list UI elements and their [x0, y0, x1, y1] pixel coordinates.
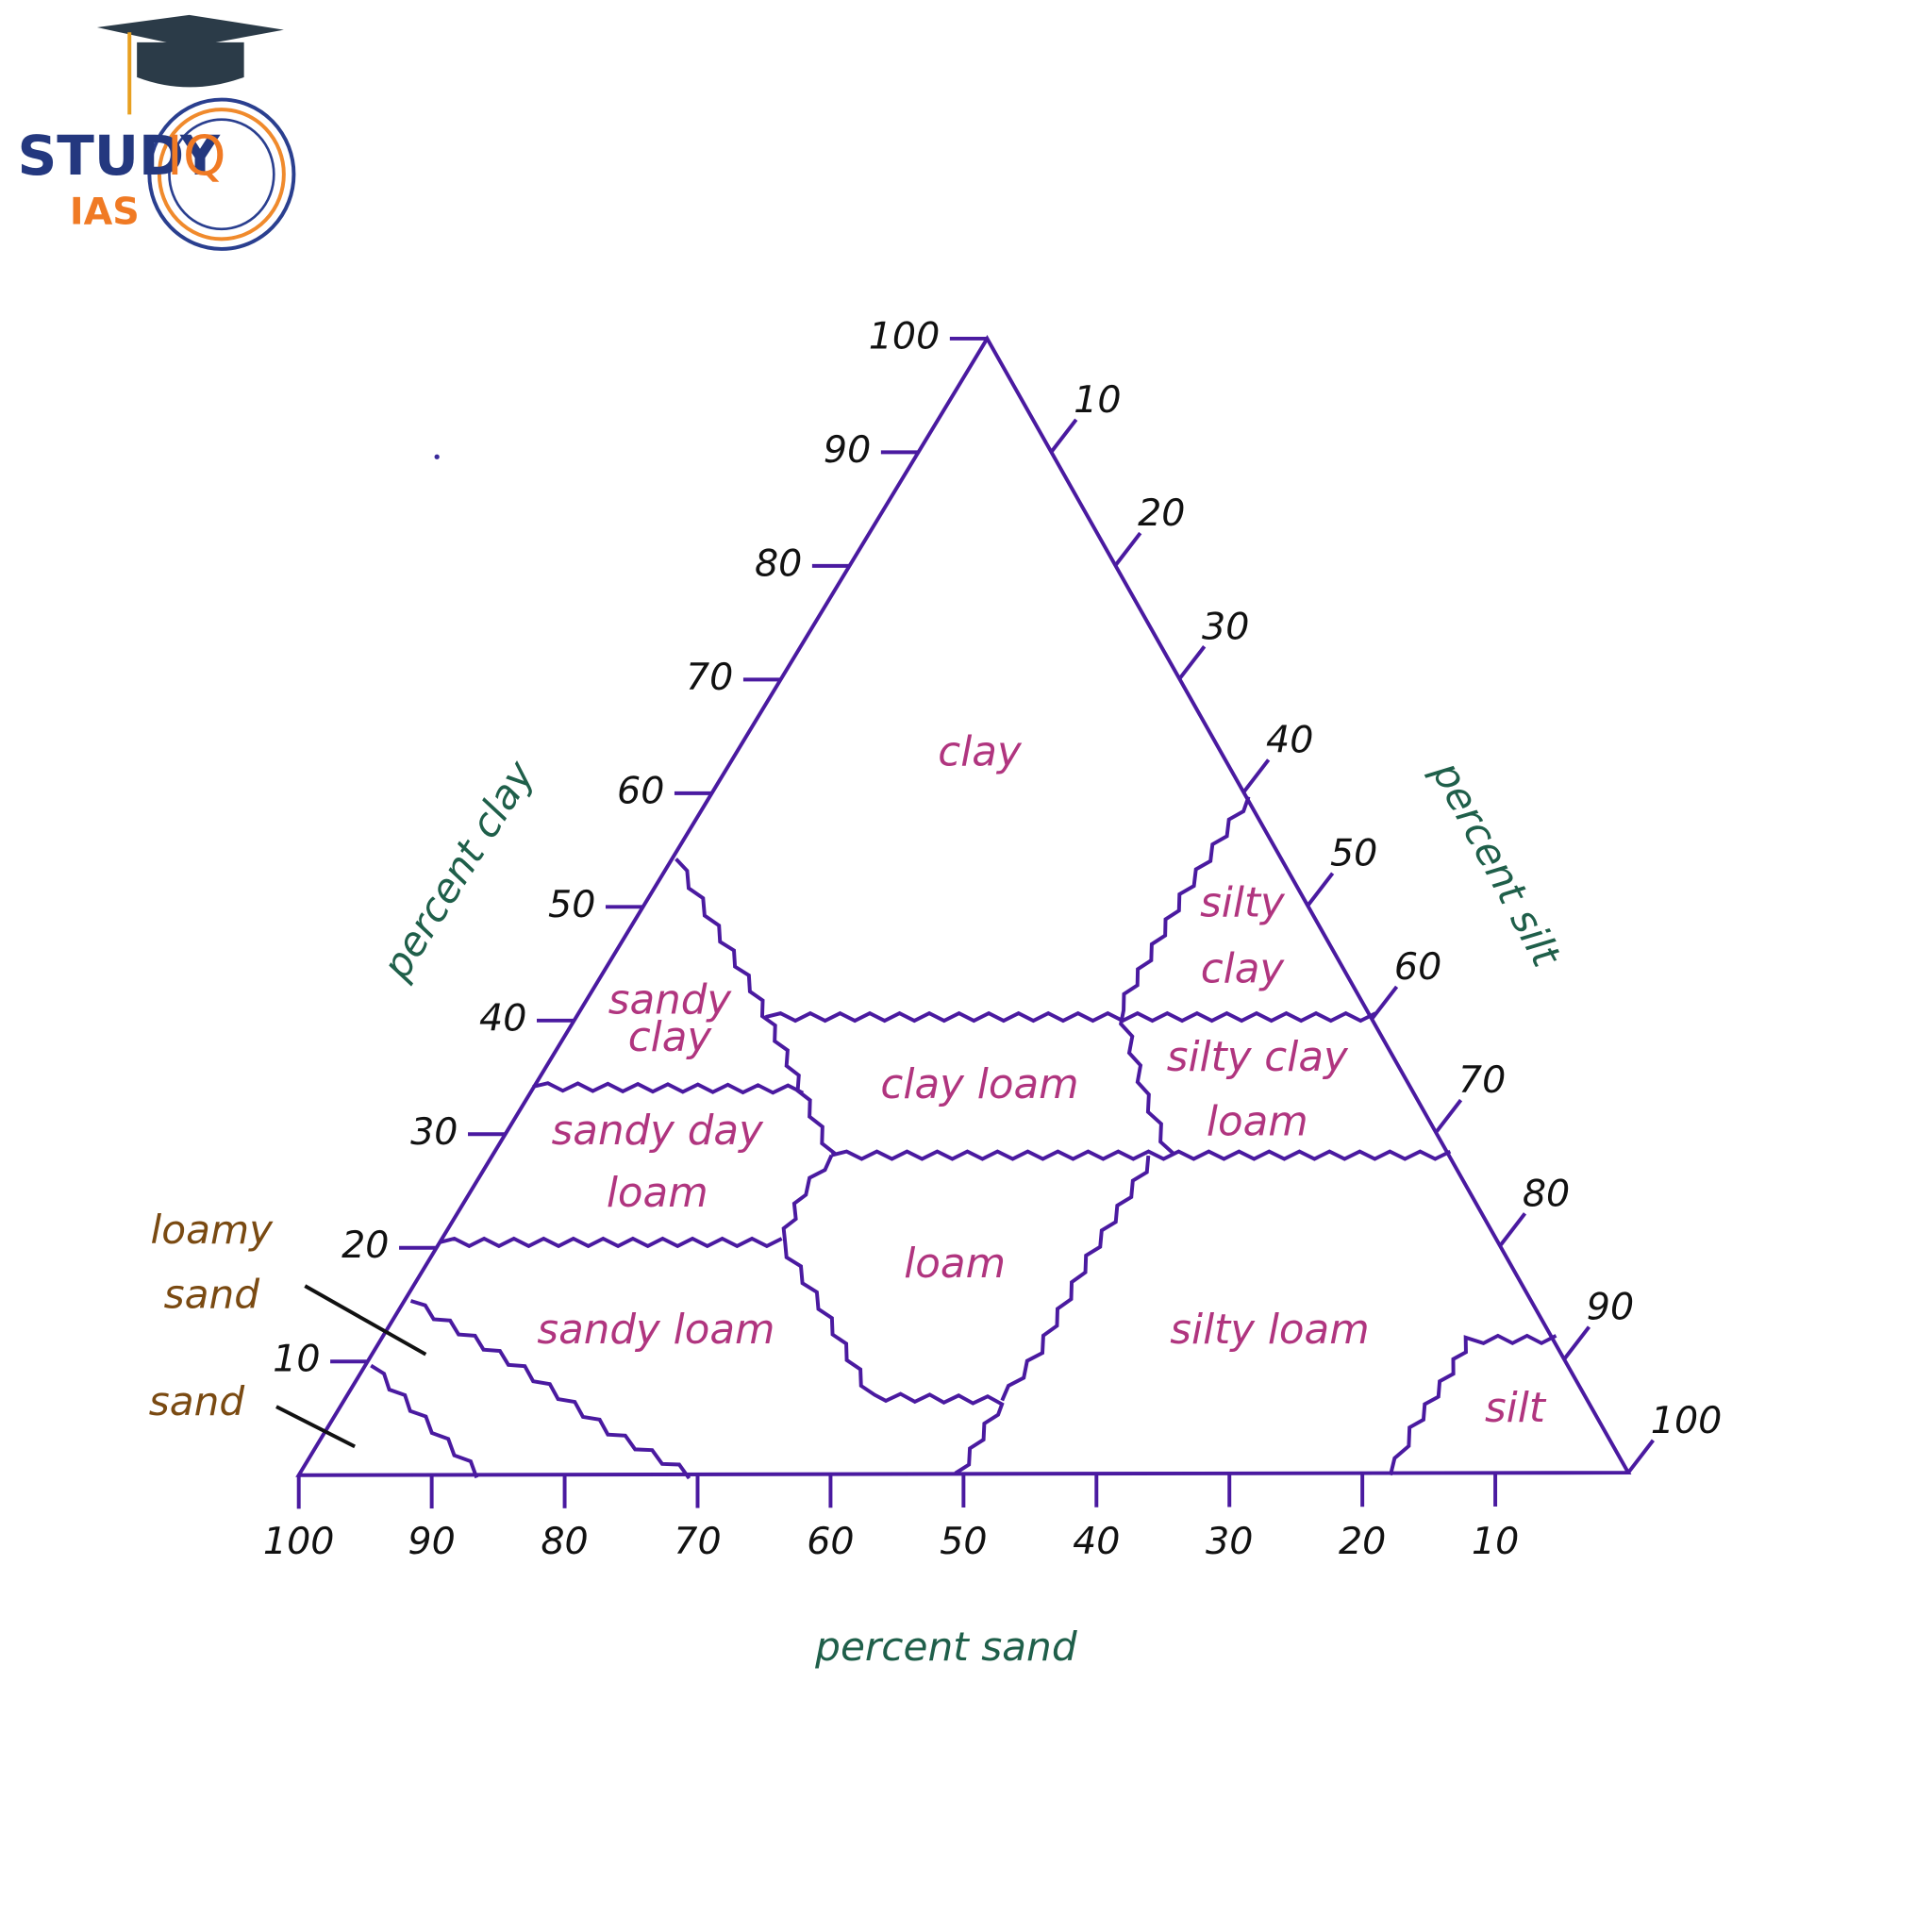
tick-mark [1370, 985, 1399, 1021]
tick-label: 40 [1073, 1520, 1120, 1563]
tick-label: 20 [341, 1224, 389, 1267]
tick-mark [1626, 1439, 1655, 1474]
tick-label: 70 [1458, 1058, 1506, 1102]
tick-label: 30 [1206, 1520, 1253, 1563]
dot [434, 454, 440, 459]
tick-label: 40 [1266, 719, 1313, 762]
tick-label: 60 [617, 769, 664, 812]
boundary [439, 1236, 783, 1249]
tick-mark [1049, 418, 1078, 454]
callout-label: loamy [151, 1207, 275, 1253]
tick-label: 10 [1472, 1520, 1519, 1563]
tick-label: 80 [1523, 1172, 1570, 1215]
logo-sub: IAS [70, 190, 140, 233]
tick-mark [1434, 1098, 1463, 1134]
region-label: loam [904, 1241, 1006, 1288]
tick-label: 10 [273, 1338, 320, 1381]
tick-mark [1562, 1325, 1591, 1361]
region-label: silty [1200, 879, 1286, 926]
tick-label: 20 [1138, 491, 1185, 535]
tick-mark [1177, 645, 1207, 680]
axis-title: percent sand [814, 1624, 1077, 1670]
axis-title: percent clay [373, 752, 543, 988]
pointer-line [275, 1405, 356, 1449]
diagram: 100 90 80 70 60 50 40 30 20 10 10 20 30 40 50 60 70 80 90 1… [149, 314, 1723, 1670]
logo-cap [137, 42, 244, 88]
tick-label: 70 [674, 1520, 721, 1563]
callout-label: sand [164, 1272, 260, 1318]
boundary [781, 1154, 1005, 1475]
tick-label: 90 [1587, 1286, 1634, 1329]
boundary [765, 1010, 1377, 1024]
boundary [675, 858, 837, 1156]
tick-label: 100 [1651, 1399, 1723, 1442]
tick-label: 90 [408, 1520, 455, 1563]
tick-label: 10 [1074, 378, 1121, 422]
pointer-line [304, 1284, 427, 1357]
tick-label: 50 [940, 1520, 987, 1563]
tick-label: 60 [1394, 945, 1441, 989]
callout-label: sand [149, 1378, 245, 1424]
tick-label: 60 [807, 1520, 854, 1563]
logo: STUDY IQ IAS [17, 14, 296, 251]
region-label: clay [938, 729, 1023, 776]
boundary [1000, 1155, 1151, 1402]
axis-title: percent silt [1423, 753, 1570, 974]
tick-label: 80 [541, 1520, 588, 1563]
region-label: sandy loam [537, 1307, 774, 1354]
boundary [1389, 1333, 1557, 1476]
region-label: silt [1485, 1385, 1547, 1432]
region-label: silty clay [1167, 1034, 1349, 1081]
region-label: loam [1207, 1099, 1308, 1146]
logo-brand: STUDY [17, 124, 220, 188]
tick-label: 50 [548, 883, 595, 926]
region-label: loam [607, 1170, 708, 1217]
boundary [831, 1149, 1452, 1161]
tick-mark [1113, 531, 1142, 567]
logo-ring [157, 108, 286, 242]
tick-label: 50 [1330, 832, 1377, 875]
tick-mark [1498, 1212, 1527, 1247]
boundary [1119, 795, 1251, 1156]
tick-label: 100 [263, 1520, 335, 1563]
logo-cap [96, 14, 284, 48]
logo-ring [168, 118, 275, 231]
tick-label: 80 [755, 541, 802, 585]
tick-label: 30 [410, 1110, 458, 1154]
region-label: sandy day [552, 1108, 764, 1155]
tick-label: 90 [824, 428, 871, 472]
region-label: clay [628, 1014, 713, 1061]
region-label: sandy [608, 976, 733, 1024]
tick-label: 40 [479, 996, 526, 1040]
logo-ring [147, 97, 296, 251]
region-label: silty loam [1170, 1307, 1369, 1354]
tick-mark [1306, 872, 1335, 908]
region-label: clay [1201, 945, 1286, 992]
boundary [409, 1299, 691, 1480]
region-label: clay loam [880, 1061, 1078, 1108]
tick-label: 70 [686, 656, 733, 699]
boundary [532, 1081, 805, 1095]
boundary [370, 1363, 479, 1479]
tick-label: 30 [1202, 605, 1249, 648]
tick-label: 100 [869, 314, 941, 358]
tick-mark [1241, 758, 1271, 793]
logo-iq: IQ [167, 124, 226, 188]
tick-label: 20 [1339, 1520, 1386, 1563]
triangle [295, 335, 1632, 1477]
